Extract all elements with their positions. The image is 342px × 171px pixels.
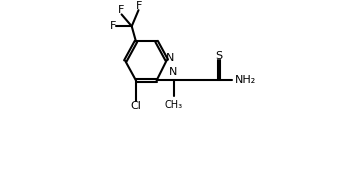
Text: Cl: Cl: [131, 101, 141, 111]
Text: S: S: [216, 51, 223, 61]
Text: CH₃: CH₃: [165, 100, 183, 110]
Text: F: F: [110, 21, 116, 31]
Text: F: F: [118, 5, 124, 15]
Text: NH₂: NH₂: [235, 75, 256, 86]
Text: N: N: [169, 67, 178, 77]
Text: F: F: [136, 1, 143, 11]
Text: N: N: [166, 53, 174, 63]
